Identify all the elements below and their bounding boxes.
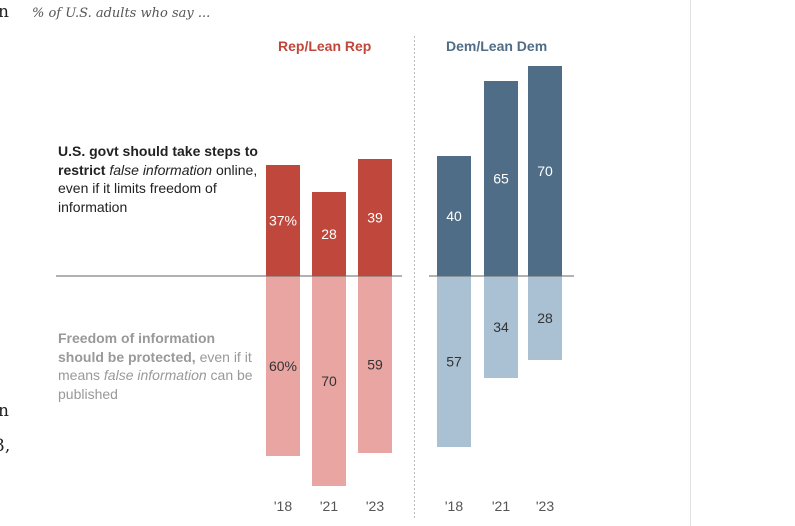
x-tick-label: '18 [445,498,463,514]
chart-subtitle: % of U.S. adults who say ... [32,6,211,21]
data-label: 65 [493,171,509,187]
x-tick-label: '23 [536,498,554,514]
bar-restrict [266,165,300,276]
label-italic: false information [109,161,213,178]
label-bold: U.S. govt should take steps to restrict [58,143,258,178]
bar-restrict [358,159,392,276]
label-rest: online, even if it limits freedom of inf… [58,161,258,215]
legend-dem: Dem/Lean Dem [446,38,548,54]
data-label: 34 [493,319,509,335]
data-label: 57 [446,354,462,370]
bar-restrict [528,66,562,276]
x-tick-label: '21 [492,498,510,514]
bar-protect [358,276,392,453]
label-bold: Freedom of information should be protect… [58,330,216,365]
edge-text: 3, [0,436,11,456]
x-tick-label: '23 [366,498,384,514]
bar-protect [312,276,346,486]
data-label: 70 [321,373,337,389]
data-label: 28 [321,226,337,242]
label-italic: false information [103,367,207,383]
data-label: 59 [367,357,383,373]
data-label: 37% [269,213,297,229]
data-label: 70 [537,163,553,179]
edge-text: n [0,2,9,22]
bar-restrict [484,81,518,276]
data-label: 28 [537,310,553,326]
x-tick-label: '18 [274,498,292,514]
bar-protect [528,276,562,360]
data-label: 39 [367,210,383,226]
edge-text: n [0,401,9,421]
label-rest: can be published [58,367,253,402]
bar-restrict [437,156,471,276]
legend-rep: Rep/Lean Rep [278,38,372,54]
bar-protect [437,276,471,447]
x-tick-label: '21 [320,498,338,514]
bar-restrict [312,192,346,276]
series-label-restrict: U.S. govt should take steps to restrict … [58,142,258,216]
page-divider [690,0,691,526]
data-label: 40 [446,208,462,224]
label-rest: even if it means [58,348,252,384]
bar-protect [266,276,300,456]
series-label-protect: Freedom of information should be protect… [58,329,258,403]
bar-protect [484,276,518,378]
data-label: 60% [269,358,297,374]
